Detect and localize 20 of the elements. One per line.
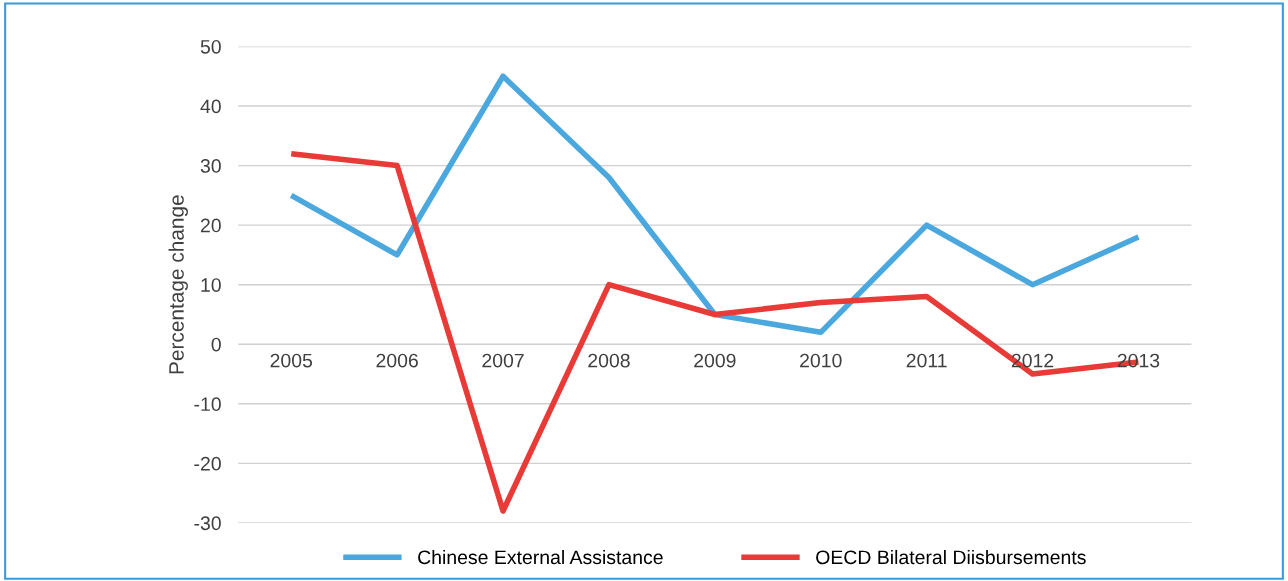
legend-label: OECD Bilateral Diisbursements [816,549,1086,565]
y-tick-label: 20 [200,218,221,233]
x-tick-label: 2006 [376,353,418,368]
y-tick-label: -10 [194,397,221,412]
y-tick-label: 40 [200,99,221,114]
y-tick-label: 0 [211,337,221,352]
y-tick-label: 30 [200,159,221,173]
x-tick-label: 2010 [800,353,842,368]
y-tick-label: -20 [194,456,221,471]
y-tick-label: 10 [201,278,221,292]
x-tick-label: 2007 [482,353,524,368]
x-tick-label: 2008 [588,353,630,368]
y-tick-label: 50 [200,39,221,54]
x-tick-label: 2013 [1117,353,1160,368]
x-tick-label: 2005 [270,353,313,368]
legend-label: Chinese External Assistance [418,549,663,565]
x-tick-label: 2009 [694,353,736,368]
y-axis-title: Percentage change [168,195,188,374]
y-tick-label: -30 [194,516,221,531]
x-tick-label: 2011 [906,353,947,368]
